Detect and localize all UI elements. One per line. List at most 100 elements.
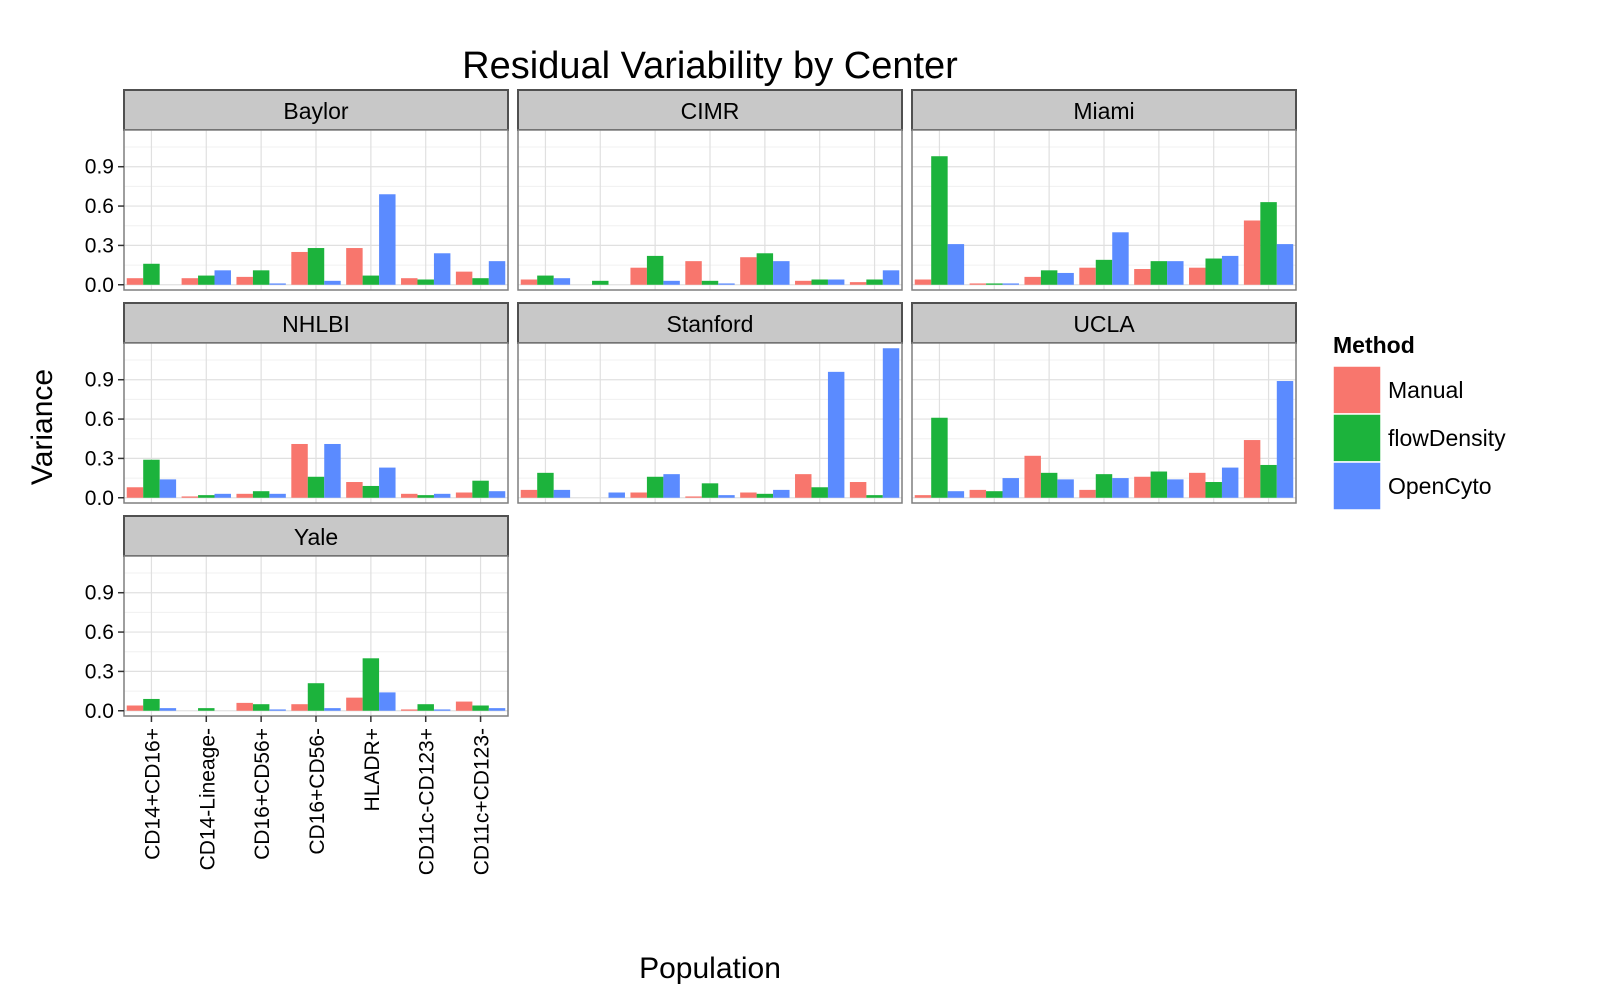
bar [126, 487, 144, 498]
bar [269, 493, 286, 498]
bar [931, 417, 948, 498]
x-tick-label: CD16+CD56- [306, 728, 329, 855]
strip-background [911, 89, 1297, 131]
bar [701, 483, 719, 498]
bar [236, 493, 253, 498]
bar [914, 495, 932, 498]
panel-border [911, 342, 1297, 504]
bar [827, 279, 845, 285]
strip-label: UCLA [1073, 311, 1135, 337]
bar [181, 496, 199, 498]
y-tick-label: 0.0 [85, 700, 114, 723]
bar [646, 255, 664, 285]
bar [433, 493, 451, 498]
bar [455, 271, 473, 285]
bar [914, 279, 932, 285]
bar [291, 443, 308, 498]
bar [630, 492, 647, 498]
strip-label: Miami [1073, 98, 1134, 124]
bar [1167, 261, 1184, 285]
bar [1189, 472, 1206, 498]
bar [866, 495, 883, 498]
bar [663, 474, 680, 498]
x-tick-label: CD11c-CD123+ [416, 728, 439, 875]
bar [417, 704, 434, 711]
bar [882, 348, 900, 498]
bar [1024, 276, 1041, 285]
legend-swatch-manual [1332, 365, 1382, 415]
bar [630, 267, 647, 285]
bar [947, 491, 965, 498]
bar [882, 270, 900, 285]
bar [986, 491, 1003, 498]
bar [931, 156, 948, 285]
y-tick-label: 0.3 [85, 234, 114, 257]
y-tick-label: 0.6 [85, 408, 114, 431]
panel-baylor: Baylor 0.0 0.3 0.6 0.9 [85, 89, 509, 297]
bar [685, 496, 702, 498]
panel-yale: Yale 0.0 0.3 0.6 0.9 CD14+CD16+ CD14-Lineage- C… [85, 515, 509, 875]
strip-label: NHLBI [282, 311, 350, 337]
bar [520, 279, 538, 285]
bar [811, 279, 828, 285]
strip-background [123, 515, 509, 557]
x-tick-label: CD16+CD56+ [251, 728, 274, 860]
bar [1221, 255, 1239, 285]
strip-label: Yale [294, 524, 338, 550]
bar [740, 257, 757, 285]
bar [1002, 283, 1019, 285]
bar [1150, 261, 1168, 285]
bar [198, 275, 215, 285]
bar [795, 474, 812, 498]
bar [307, 476, 325, 498]
bar [537, 275, 554, 285]
bar [969, 489, 987, 498]
strip-background [123, 89, 509, 131]
bar [701, 280, 719, 285]
bar [1095, 259, 1113, 285]
panel-border [123, 129, 509, 291]
strip-background [517, 302, 903, 344]
strip-background [911, 302, 1297, 344]
bar [433, 253, 451, 285]
bar [795, 280, 812, 285]
bar [324, 280, 341, 285]
bar [718, 495, 735, 498]
bar [126, 705, 144, 711]
bar [1057, 272, 1074, 285]
bar [756, 253, 774, 285]
panel-border [911, 129, 1297, 291]
bar [1112, 232, 1129, 285]
y-tick-label: 0.3 [85, 660, 114, 683]
bar [488, 491, 506, 498]
bar [849, 482, 867, 498]
bar [159, 479, 177, 498]
bar [269, 709, 286, 711]
bar [143, 459, 160, 498]
x-tick-label: HLADR+ [361, 728, 384, 811]
bar [1024, 455, 1041, 498]
bar [181, 278, 199, 285]
legend-label: flowDensity [1388, 425, 1506, 451]
x-tick-label: CD14+CD16+ [141, 728, 164, 860]
bar [1095, 474, 1113, 498]
legend-label: OpenCyto [1388, 473, 1492, 499]
bar [866, 279, 883, 285]
bar [756, 493, 774, 498]
bar [1243, 440, 1261, 498]
y-tick-label: 0.6 [85, 195, 114, 218]
bar [455, 701, 473, 711]
y-tick-label: 0.9 [85, 156, 114, 179]
bar [291, 251, 308, 285]
y-tick-label: 0.0 [85, 274, 114, 297]
bar [472, 705, 489, 711]
legend-title: Method [1333, 332, 1415, 358]
panel-miami: Miami [911, 89, 1297, 291]
y-tick-label: 0.3 [85, 447, 114, 470]
bar [663, 280, 680, 285]
bar [1040, 270, 1058, 285]
bar [1134, 269, 1151, 285]
legend-swatch-flowdensity [1332, 413, 1382, 463]
bar [1243, 220, 1261, 285]
bar [433, 709, 451, 711]
